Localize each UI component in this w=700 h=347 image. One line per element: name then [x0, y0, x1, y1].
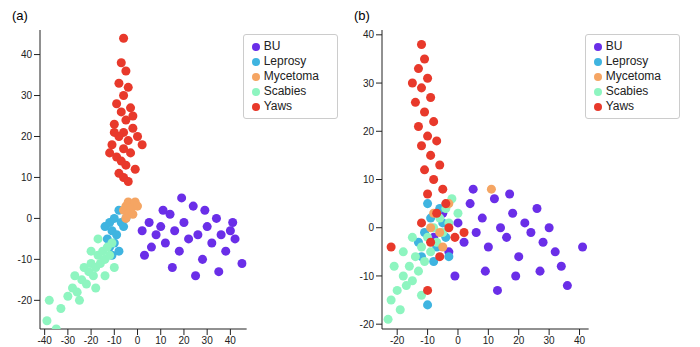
svg-text:30: 30: [202, 335, 214, 346]
html-text:Yaws: Yaws: [263, 99, 293, 113]
html-text:(b): (b): [354, 8, 370, 23]
svg-text:-10: -10: [360, 271, 375, 282]
svg-text:20: 20: [21, 131, 33, 142]
svg-text:-20: -20: [390, 335, 405, 346]
html-text:Scabies: Scabies: [605, 84, 649, 98]
svg-text:0: 0: [368, 222, 374, 233]
svg-text:30: 30: [21, 90, 33, 101]
html-text:Yaws: Yaws: [605, 99, 635, 113]
svg-text:20: 20: [178, 335, 190, 346]
svg-text:30: 30: [544, 335, 556, 346]
svg-text:-40: -40: [37, 335, 52, 346]
html-text:Leprosy: Leprosy: [263, 54, 307, 68]
html-text:(a): (a): [12, 8, 28, 23]
svg-text:10: 10: [155, 335, 167, 346]
html-text:BU: BU: [263, 39, 281, 53]
svg-text:40: 40: [363, 29, 375, 40]
svg-text:-10: -10: [420, 335, 435, 346]
svg-text:-30: -30: [61, 335, 76, 346]
svg-text:-10: -10: [107, 335, 122, 346]
svg-text:0: 0: [455, 335, 461, 346]
html-text:Mycetoma: Mycetoma: [605, 69, 661, 83]
html-text:Mycetoma: Mycetoma: [263, 69, 319, 83]
svg-text:20: 20: [513, 335, 525, 346]
svg-text:40: 40: [21, 49, 33, 60]
svg-text:-10: -10: [18, 254, 33, 265]
svg-text:-20: -20: [18, 295, 33, 306]
html-text:Leprosy: Leprosy: [605, 54, 649, 68]
svg-text:40: 40: [225, 335, 237, 346]
svg-text:10: 10: [21, 172, 33, 183]
svg-text:-20: -20: [84, 335, 99, 346]
html-text:Scabies: Scabies: [263, 84, 307, 98]
html-text:BU: BU: [605, 39, 623, 53]
svg-text:20: 20: [363, 126, 375, 137]
svg-text:10: 10: [483, 335, 495, 346]
svg-text:40: 40: [574, 335, 586, 346]
svg-text:10: 10: [363, 174, 375, 185]
svg-text:0: 0: [135, 335, 141, 346]
svg-text:30: 30: [363, 78, 375, 89]
svg-text:-20: -20: [360, 319, 375, 330]
svg-text:0: 0: [26, 213, 32, 224]
